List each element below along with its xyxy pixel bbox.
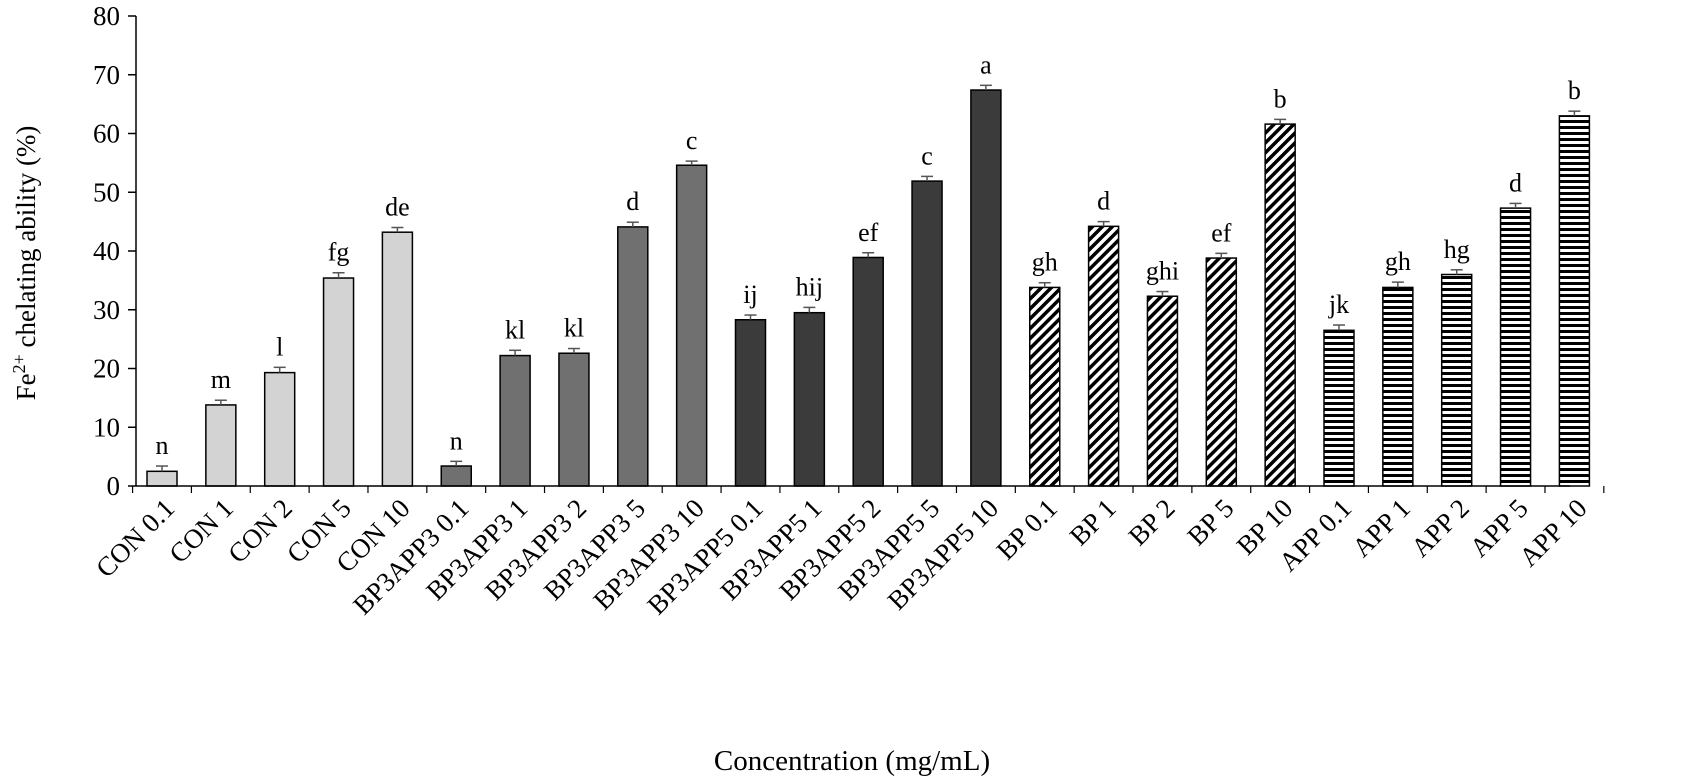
y-tick-label: 40 [93,236,120,266]
category-label: BP 5 [1181,493,1239,551]
significance-label: hg [1444,235,1470,264]
bar [1146,295,1179,487]
significance-label: ij [743,280,757,309]
significance-label: d [626,187,639,216]
bar [1323,329,1355,487]
y-tick-label: 10 [93,412,120,442]
y-tick-label: 50 [93,177,120,207]
significance-label: kl [505,315,525,344]
bar [263,371,296,487]
bar [205,404,237,487]
bar [734,318,767,487]
significance-label: l [276,332,283,361]
bar [675,164,708,487]
significance-label: jk [1328,290,1349,319]
bar [1440,273,1473,487]
category-label: CON 0.1 [90,493,180,583]
category-label: CON 2 [222,493,298,569]
significance-label: gh [1032,248,1058,277]
significance-label: a [980,50,992,79]
bar [1205,257,1238,487]
significance-label: fg [328,238,350,267]
bar [1499,207,1532,487]
x-axis-title: Concentration (mg/mL) [714,745,990,777]
significance-label: d [1097,187,1110,216]
category-label: BP 2 [1123,493,1181,551]
y-tick-label: 30 [93,295,120,325]
y-tick-label: 0 [107,471,121,501]
y-tick-label: 70 [93,60,120,90]
bar [793,311,826,487]
bar [381,231,414,487]
bar [440,465,472,487]
significance-label: b [1274,84,1287,113]
bar [617,226,649,487]
y-tick-label: 80 [93,1,120,31]
bar [499,354,531,487]
significance-label: d [1509,168,1522,197]
category-label: APP 10 [1513,493,1592,572]
category-label: BP 1 [1064,493,1122,551]
bar [558,352,590,487]
significance-label: ef [858,218,879,247]
bar [1558,115,1591,487]
significance-label: b [1568,76,1581,105]
significance-label: de [385,193,410,222]
significance-label: ef [1211,218,1232,247]
significance-label: kl [564,314,584,343]
category-label: CON 1 [163,493,239,569]
bar [322,277,355,487]
y-tick-label: 60 [93,119,120,149]
category-label: BP 0.1 [990,493,1063,566]
significance-label: ghi [1146,257,1179,286]
bar [970,89,1002,487]
bar [852,256,884,487]
bar [1087,225,1120,487]
y-axis-ticks: 0 10 20 30 40 50 60 70 80 [93,1,136,501]
y-axis-title: Fe2+ chelating ability (%) [9,126,41,401]
significance-label: n [450,426,463,455]
bar [1029,286,1061,487]
y-tick-label: 20 [93,354,120,384]
bars: n m l fg de n kl kl d c ij hij ef c a gh d ghi ef b jk gh hg d b [131,50,1605,493]
significance-label: c [686,126,698,155]
significance-label: m [211,365,231,394]
significance-label: hij [796,272,823,301]
bar [1382,286,1414,487]
significance-label: n [156,431,169,460]
significance-label: c [921,141,933,170]
significance-label: gh [1385,247,1411,276]
bar [146,470,178,487]
bar [1264,123,1296,487]
bar [911,180,943,487]
category-label: APP 2 [1405,493,1475,563]
category-label: APP 1 [1346,493,1416,563]
